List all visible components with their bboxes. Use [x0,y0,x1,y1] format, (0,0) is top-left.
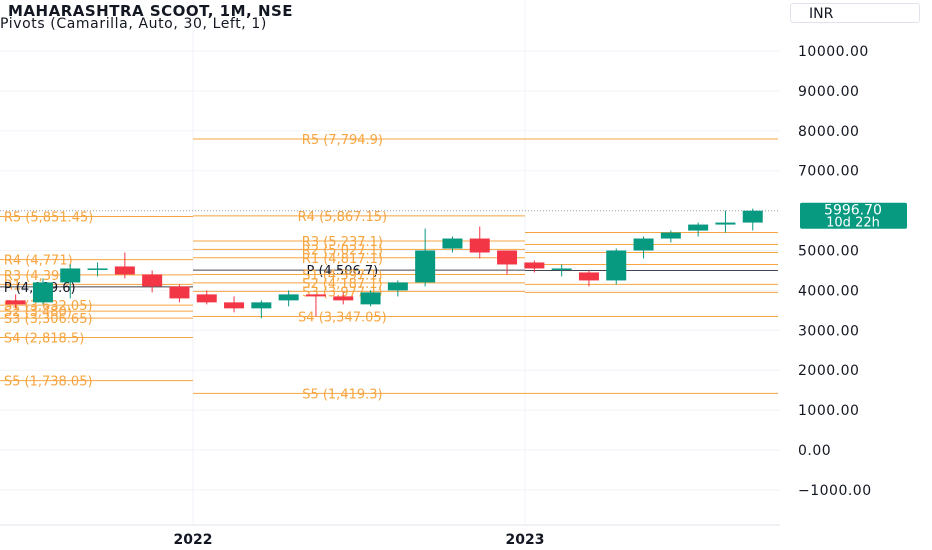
pivot-label-r3: R3 (4,390) [4,269,73,284]
x-tick-label: 2023 [506,532,545,548]
price-axis[interactable]: 10000.00 9000.00 8000.00 7000.00 5000.00 4000… [798,44,907,499]
candle-body [387,282,408,291]
pivot-label-r1: R1 [4,278,21,293]
candle-body [442,238,463,249]
candle-body [333,296,354,301]
candle-body [742,210,763,223]
candle-body [251,302,272,309]
candle-body [32,282,53,303]
candle-body [224,302,245,309]
pivot-label-s5: S5 (1,738.05) [4,375,93,390]
pivot-label-s5: S5 (1,419.3) [302,387,382,402]
pivot-label-r4: R4 (4,771) [4,254,73,269]
time-axis[interactable]: 2022 2023 [174,532,545,548]
candle-body [524,262,545,269]
y-tick-label: −1000.00 [798,483,872,499]
y-tick-label: 2000.00 [798,363,859,379]
pivot-label-s1: S1 (3,632.05) [4,299,93,314]
candle-body [169,286,190,299]
pivot-label-s4: S4 (3,347.05) [298,310,387,325]
candle-body [469,238,490,253]
last-price-badge [800,202,907,229]
candle-body [60,268,81,283]
x-tick-label: 2022 [174,532,213,548]
pivot-label-r3: R3 (5,237.1) [302,235,383,250]
currency-selector[interactable]: INR [790,3,920,23]
candle-body [415,250,436,283]
y-tick-label: 9000.00 [798,84,859,100]
candle-body [497,250,518,265]
candle-body [87,268,108,270]
y-tick-label: 7000.00 [798,164,859,180]
y-tick-label: 1000.00 [798,403,859,419]
chart-title: MAHARASHTRA SCOOT, 1M, NSE [8,2,294,20]
candle-body [606,250,627,281]
candles [5,208,763,319]
pivot-label-r4: R4 (5,867.15) [298,210,387,225]
candle-body [142,274,163,287]
candle-body [633,238,654,251]
pivot-label-r5: R5 (7,794.9) [302,133,383,148]
candle-body [305,294,326,297]
y-tick-label: 8000.00 [798,124,859,140]
y-tick-label: 4000.00 [798,283,859,299]
candle-body [578,272,599,281]
candle-body [196,294,217,303]
candle-body [660,232,681,239]
candle-body [5,300,26,305]
candle-body [715,222,736,225]
pivot-label-s4: S4 (2,818.5) [4,332,84,347]
candle-body [688,224,709,231]
pivot-label-s1: S1 (4,397.1) [302,269,382,284]
pivot-label-s3: S3 (3,306.65) [4,312,93,327]
candle-body [360,292,381,305]
candle-body [278,294,299,301]
last-price-value: 5996.70 [824,203,882,219]
candle-body [551,268,572,270]
pivot-label-r2: R2 (5,027.1) [302,243,383,258]
indicator-label[interactable]: Pivots (Camarilla, Auto, 30, Left, 1) [0,16,267,32]
y-tick-label: 5000.00 [798,244,859,260]
y-tick-label: 0.00 [798,443,831,459]
y-tick-label: 10000.00 [798,44,869,60]
pivot-label-r5: R5 (5,851.45) [4,211,93,226]
pivot-label-s2: S2 (3,480) [4,305,72,320]
pivot-label-s2: S2 (4,187.1) [302,277,382,292]
candle-body [114,266,135,275]
y-tick-label: 3000.00 [798,323,859,339]
pivot-label-p: P (4,506.7) [307,264,379,279]
bar-countdown: 10d 22h [826,216,880,231]
pivot-label-r1: R1 (4,817.1) [302,252,383,267]
chart-grid [0,0,780,526]
